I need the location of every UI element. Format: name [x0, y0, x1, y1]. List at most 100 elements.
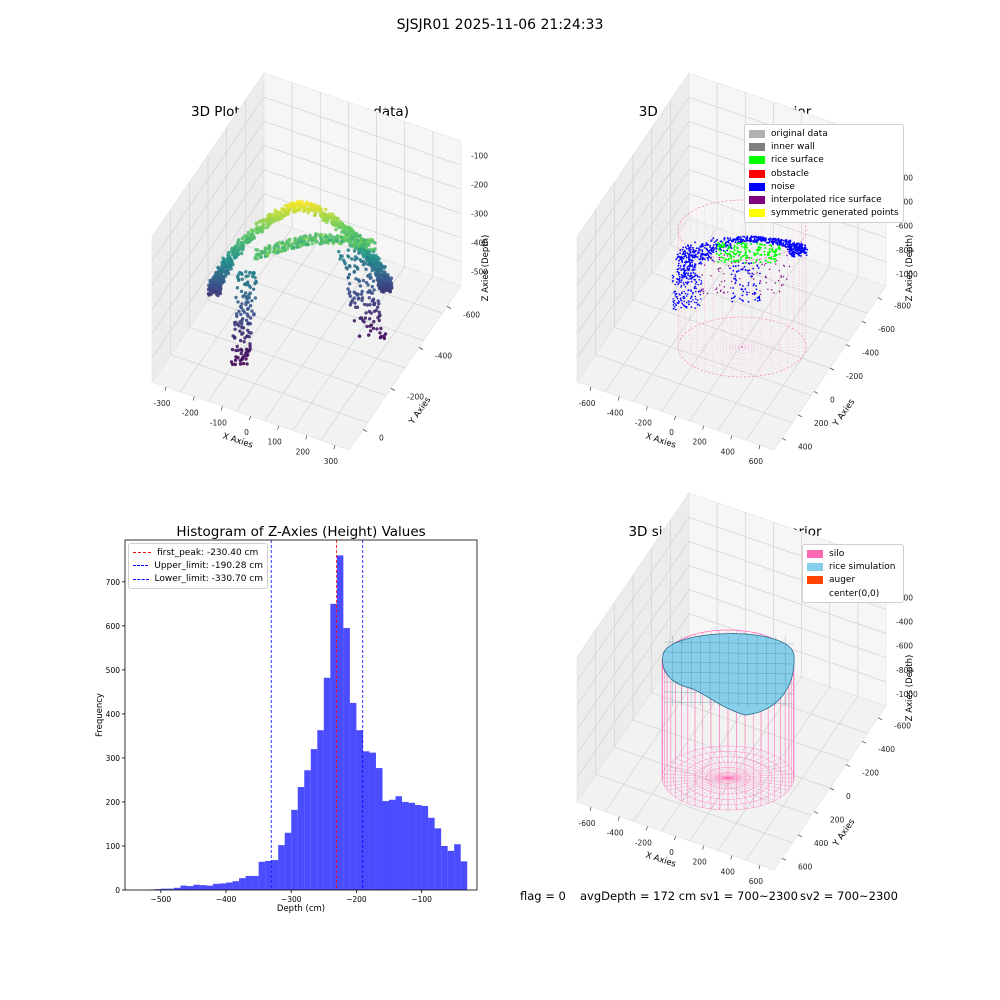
histogram-bar: [219, 883, 227, 890]
legend-swatch: [807, 549, 823, 558]
histogram-bar: [447, 850, 455, 890]
raw-z-label: Z Axies (Depth): [481, 235, 491, 302]
raw-z-tick: -500: [471, 268, 488, 277]
raw-y-tick: -400: [435, 352, 452, 361]
histogram-x-tick: −400: [216, 895, 237, 904]
histogram-bar: [369, 752, 376, 890]
legend-swatch: [807, 590, 823, 598]
raw-x-tick: -200: [182, 409, 199, 418]
legend-label: inner wall: [771, 141, 815, 152]
histogram-frame: [124, 539, 478, 891]
histogram-bars: [147, 555, 468, 890]
histogram-bar: [343, 628, 350, 890]
flag-text: flag = 0: [520, 889, 566, 903]
histogram-bar: [402, 801, 409, 890]
legend-entry: Upper_limit: -190.28 cm: [133, 559, 263, 572]
histogram-bar: [317, 730, 324, 890]
classify-z-tick: -1000: [896, 270, 918, 279]
histogram-x-tick: −200: [346, 895, 367, 904]
sim-x-tick: 0: [669, 848, 674, 857]
floor-pane: [576, 217, 887, 451]
rice-mesh-line: [663, 681, 795, 685]
legend-label: rice simulation: [829, 561, 896, 572]
legend-swatch: [749, 169, 765, 178]
raw-x-tick: -300: [154, 399, 171, 408]
legend-swatch: [749, 182, 765, 191]
raw-x-tick: 100: [267, 438, 282, 447]
histogram-bar: [284, 832, 292, 890]
classify-x-label: X Axies: [644, 431, 677, 450]
legend-swatch: [749, 129, 765, 138]
sim-z-tick: -400: [896, 617, 913, 626]
histogram-bar: [304, 770, 311, 890]
classify-y-label: Y Axies: [831, 397, 858, 429]
sim-z-tick: -1000: [896, 690, 918, 699]
histogram-bar: [428, 817, 435, 890]
legend-entry: inner wall: [749, 140, 899, 153]
histogram-bar: [375, 768, 383, 890]
avg-depth-text: avgDepth = 172 cm: [580, 889, 697, 903]
histogram-bar: [310, 749, 318, 890]
rice-mesh-line: [663, 641, 795, 645]
sim-y-tick: 400: [814, 839, 829, 848]
histogram-bar: [265, 860, 272, 890]
histogram-bar: [206, 885, 213, 890]
histogram-y-tick: 200: [106, 798, 121, 807]
classify-x-tick: -400: [607, 409, 624, 418]
legend-label: interpolated rice surface: [771, 195, 882, 206]
sim-x-tick: 600: [749, 877, 764, 886]
legend-label: silo: [829, 548, 845, 559]
histogram-vlines: [270, 540, 364, 890]
histogram-bar: [297, 786, 305, 890]
raw-y-tick: 0: [379, 434, 384, 443]
histogram-bar: [252, 875, 259, 890]
legend-label: first_peak: -230.40 cm: [157, 547, 259, 558]
histogram-bar: [226, 882, 233, 890]
histogram-bar: [460, 861, 468, 890]
histogram-bar: [441, 845, 448, 890]
histogram-x-label: Depth (cm): [277, 904, 325, 914]
rice-mesh-line: [663, 661, 795, 665]
histogram-bar: [415, 805, 422, 890]
histogram-bar: [271, 860, 279, 890]
histogram-title: Histogram of Z-Axies (Height) Values: [176, 524, 426, 540]
classify-x-tick: 600: [749, 457, 764, 466]
raw-3d-axes-box: [151, 72, 462, 451]
raw-x-tick: 0: [244, 428, 249, 437]
sim-y-tick: -600: [894, 722, 911, 731]
classify-z-label: Z Axies (Depth): [905, 235, 915, 302]
legend-entry: Lower_limit: -330.70 cm: [133, 573, 263, 586]
raw-z-tick: -400: [471, 239, 488, 248]
histogram-bar: [239, 878, 246, 890]
legend-entry: auger: [807, 574, 899, 587]
histogram-bar: [421, 805, 429, 890]
sv2-text: sv2 = 700~2300: [800, 889, 898, 903]
raw-z-tick: -300: [471, 210, 488, 219]
histogram-bar: [408, 802, 416, 890]
raw-z-tick: -100: [471, 152, 488, 161]
histogram-bar: [278, 845, 285, 890]
histogram-legend: first_peak: -230.40 cm Upper_limit: -190.…: [128, 543, 268, 589]
raw-x-tick: 200: [296, 447, 311, 456]
floor-pane: [576, 637, 887, 871]
raw-z-tick: -200: [471, 181, 488, 190]
classify-plot-title: 3D classify of Silo Interior: [638, 104, 812, 120]
histogram-bar: [167, 888, 174, 890]
classify-point-cloud: [671, 235, 809, 311]
histogram-bar: [232, 881, 240, 890]
sim-y-tick: 200: [830, 815, 845, 824]
histogram-bar: [193, 884, 200, 890]
legend-label: auger: [829, 575, 856, 586]
raw-x-label: X Axies: [221, 431, 254, 450]
legend-label: original data: [771, 128, 828, 139]
histogram-y-tick: 100: [106, 842, 121, 851]
sim-x-tick: 400: [721, 867, 736, 876]
legend-entry: interpolated rice surface: [749, 193, 899, 206]
legend-entry: symmetric generated points: [749, 207, 899, 220]
histogram-x-tick: −100: [411, 895, 432, 904]
histogram-bar: [395, 796, 403, 890]
histogram-y-tick: 300: [106, 754, 121, 763]
sim-x-label: X Axies: [644, 850, 677, 869]
classify-legend: original data inner wall rice surface obsta…: [744, 124, 904, 224]
sim-y-tick: 0: [846, 792, 851, 801]
